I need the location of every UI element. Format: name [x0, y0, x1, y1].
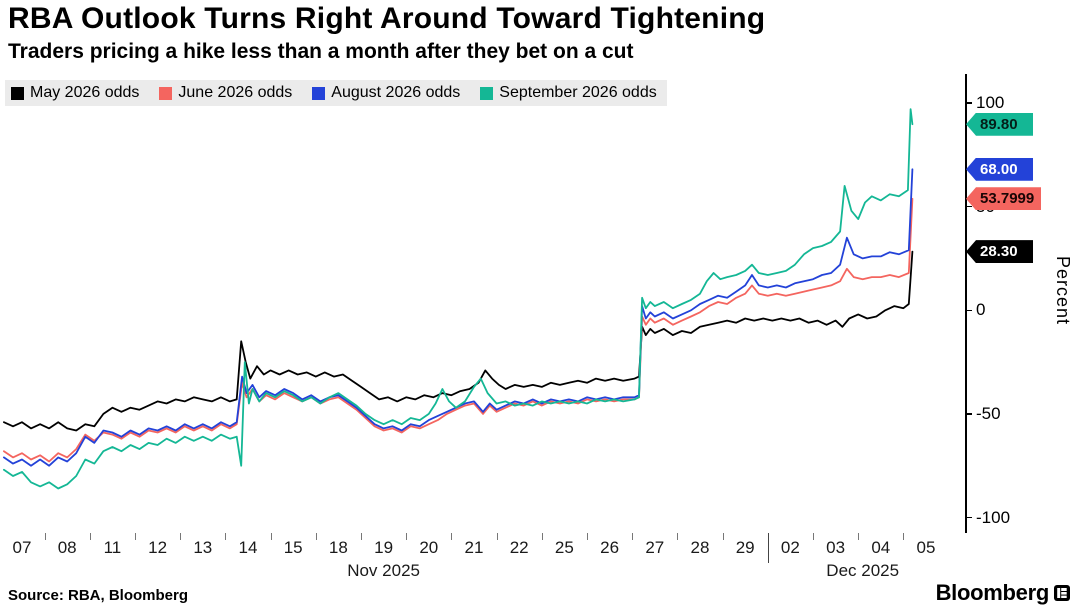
x-tick-label-05: 05 [916, 538, 936, 557]
x-mid-tick [361, 533, 362, 540]
last-value-badge-august-2026: 68.00 [966, 157, 1033, 181]
series-line-august-2026 [3, 168, 914, 467]
x-mid-tick [270, 533, 272, 540]
y-tick-label: 100 [976, 93, 1005, 112]
x-tick-label-25: 25 [554, 538, 574, 557]
x-tick-label-15: 15 [283, 538, 303, 557]
x-tick-label-19: 19 [374, 538, 394, 557]
x-tick-label-03: 03 [826, 538, 846, 557]
source-note: Source: RBA, Bloomberg [8, 587, 189, 604]
legend-item-august-2026: August 2026 odds [312, 84, 460, 102]
x-mid-tick [587, 533, 588, 540]
x-tick-label-07: 07 [12, 538, 32, 557]
bloomberg-logo: Bloomberg [936, 580, 1070, 606]
x-mid-tick [813, 533, 814, 540]
x-tick-label-28: 28 [690, 538, 710, 557]
x-mid-tick [225, 533, 227, 540]
odds-lines-plot [3, 108, 914, 490]
x-mid-tick [677, 533, 679, 540]
legend-item-june-2026: June 2026 odds [159, 84, 292, 102]
y-tick-label: -100 [976, 507, 1011, 527]
y-axis-line [965, 74, 967, 533]
legend-swatch-icon [11, 86, 24, 100]
x-mid-tick [44, 533, 46, 540]
y-tick-mark [965, 102, 972, 104]
bloomberg-wordmark: Bloomberg [935, 580, 1050, 605]
x-tick-label-27: 27 [645, 538, 665, 557]
y-tick-mark [965, 205, 972, 208]
x-tick-label-21: 21 [464, 538, 484, 557]
month-label-dec-2025: Dec 2025 [826, 561, 900, 580]
month-label-nov-2025: Nov 2025 [347, 561, 420, 580]
x-mid-tick [496, 533, 498, 540]
y-tick-label: -50 [976, 403, 1001, 423]
y-axis-title: Percent [1053, 256, 1073, 326]
x-mid-tick [315, 533, 317, 540]
x-tick-label-20: 20 [419, 538, 439, 557]
x-tick-label-14: 14 [238, 538, 258, 557]
x-mid-tick [722, 533, 724, 540]
legend: May 2026 odds June 2026 odds August 2026 o… [5, 80, 667, 106]
legend-swatch-icon [480, 86, 494, 100]
series-line-may-2026 [3, 250, 914, 432]
last-value-badge-september-2026: 89.80 [966, 112, 1033, 136]
last-value-badge-may-2026: 28.30 [966, 240, 1033, 264]
x-tick-label-04: 04 [871, 538, 891, 557]
legend-item-september-2026: September 2026 odds [480, 84, 657, 102]
legend-swatch-icon [159, 86, 173, 100]
x-tick-label-02: 02 [780, 538, 800, 557]
x-tick-label-22: 22 [509, 538, 529, 557]
x-tick-label-12: 12 [148, 538, 168, 557]
last-value-badge-june-2026: 53.7999 [966, 187, 1042, 211]
y-tick-label: 0 [976, 300, 986, 320]
x-tick-label-26: 26 [600, 538, 620, 557]
legend-label: May 2026 odds [30, 84, 140, 101]
x-mid-tick [406, 533, 408, 540]
bloomberg-mark-icon [1054, 585, 1070, 601]
x-mid-tick [541, 533, 543, 540]
x-mid-tick [135, 533, 136, 540]
y-tick-mark [965, 309, 972, 312]
x-mid-tick [89, 533, 91, 540]
x-mid-tick [632, 533, 634, 540]
legend-label: August 2026 odds [331, 84, 461, 101]
x-tick-label-13: 13 [193, 538, 213, 557]
x-tick-label-29: 29 [735, 538, 755, 557]
series-line-september-2026 [3, 108, 914, 490]
legend-swatch-icon [312, 86, 326, 100]
x-mid-tick [858, 533, 860, 540]
legend-label: June 2026 odds [178, 84, 293, 101]
page-subtitle: Traders pricing a hike less than a month… [8, 40, 634, 63]
page-title: RBA Outlook Turns Right Around Toward Ti… [8, 2, 766, 35]
x-mid-tick [451, 533, 453, 540]
x-tick-label-08: 08 [57, 538, 77, 557]
series-line-june-2026 [3, 197, 914, 463]
y-tick-mark [965, 413, 972, 415]
x-tick-label-11: 11 [103, 538, 122, 557]
x-mid-tick [903, 533, 905, 540]
x-tick-label-18: 18 [328, 538, 348, 557]
y-tick-mark [965, 516, 972, 519]
legend-label: September 2026 odds [499, 84, 657, 101]
legend-item-may-2026: May 2026 odds [11, 84, 139, 102]
month-boundary-tick [767, 533, 769, 563]
x-mid-tick [180, 533, 182, 540]
